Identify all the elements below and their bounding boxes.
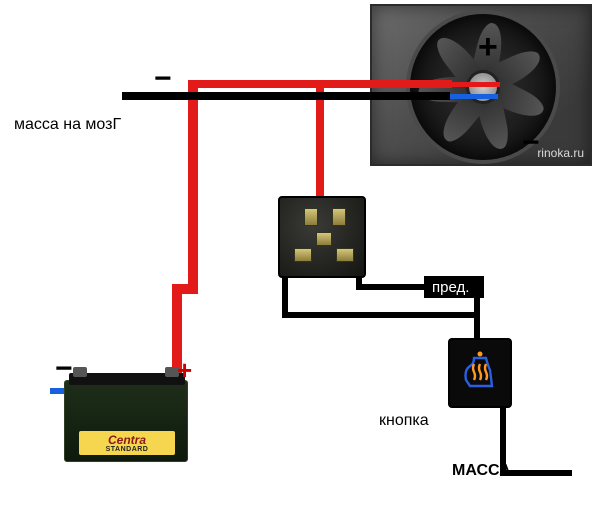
label-battery-plus: + — [177, 355, 192, 386]
fuse-label-text: пред. — [432, 279, 469, 296]
label-fan-plus: + — [478, 28, 498, 67]
relay-pin — [316, 232, 332, 246]
relay-pin — [332, 208, 346, 226]
label-mass: МАССА — [452, 462, 511, 480]
fuse-label-box: пред. — [424, 276, 484, 298]
label-battery-minus: − — [55, 352, 73, 386]
relay-photo — [278, 196, 366, 278]
label-minus-top: − — [154, 62, 172, 96]
label-fan-minus: − — [522, 126, 540, 160]
label-mass-to-brain: масса на мозГ — [14, 116, 121, 134]
wire-relay-switch-h — [282, 312, 480, 318]
battery-brand-text: Centra — [79, 434, 175, 446]
relay-pin — [304, 208, 318, 226]
wire-relay-fuse-h — [356, 284, 430, 290]
watermark-text: rinoka.ru — [537, 146, 584, 160]
wire-positive-vert — [188, 80, 198, 290]
label-button: кнопка — [379, 412, 429, 430]
seat-heater-icon — [460, 350, 500, 394]
wiring-diagram: rinoka.ru пред. Centra STANDARD масса на… — [0, 0, 600, 523]
battery-terminal-neg — [73, 367, 87, 377]
battery-brand-label: Centra STANDARD — [79, 431, 175, 455]
wire-positive-main — [192, 80, 452, 88]
wire-stub-fan-neg — [450, 94, 498, 99]
battery-model-text: STANDARD — [79, 446, 175, 453]
dashboard-switch-photo — [448, 338, 512, 408]
relay-pin — [336, 248, 354, 262]
relay-pin — [294, 248, 312, 262]
battery-photo: Centra STANDARD — [64, 380, 188, 462]
wire-stub-fan-pos — [452, 82, 500, 87]
